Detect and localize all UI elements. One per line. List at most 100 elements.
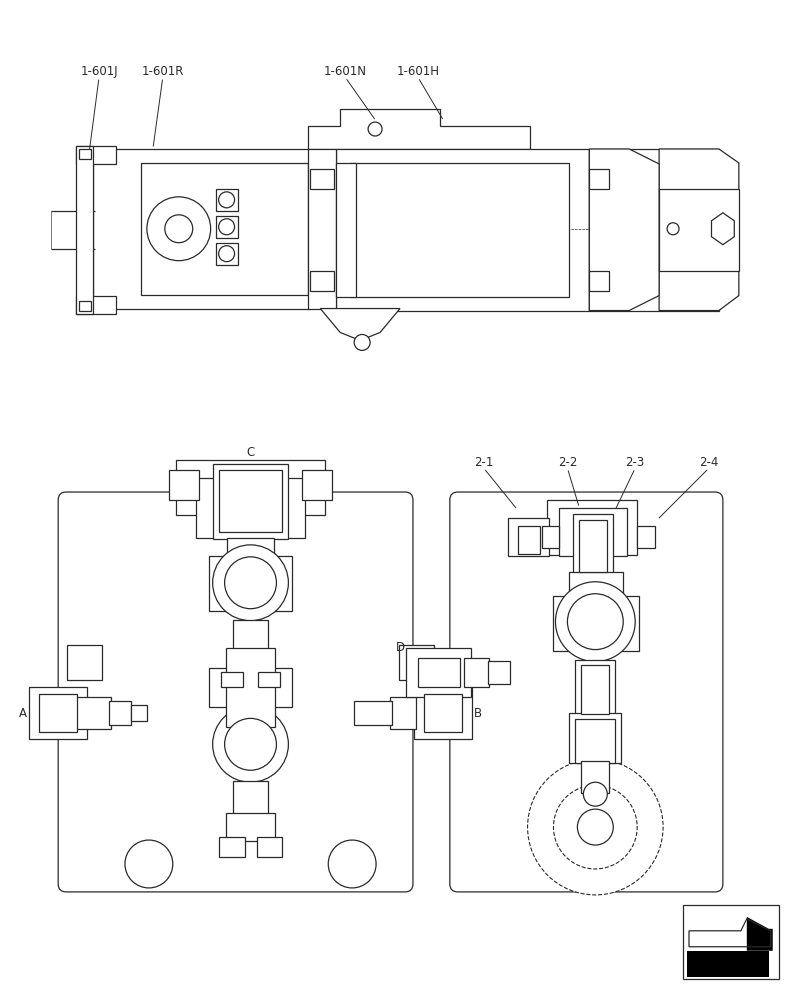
Bar bbox=[226, 813, 275, 841]
Bar bbox=[336, 163, 356, 297]
Circle shape bbox=[577, 809, 613, 845]
Bar bbox=[212, 464, 288, 539]
Bar bbox=[76, 146, 93, 314]
Bar bbox=[336, 149, 589, 311]
Bar bbox=[686, 951, 768, 977]
Bar bbox=[589, 271, 609, 291]
Bar bbox=[569, 572, 622, 597]
Bar bbox=[259, 672, 280, 687]
Bar bbox=[220, 672, 243, 687]
Bar bbox=[29, 687, 87, 739]
Bar bbox=[93, 149, 310, 309]
Polygon shape bbox=[688, 917, 772, 969]
Bar bbox=[310, 271, 334, 291]
Circle shape bbox=[354, 334, 369, 350]
Bar bbox=[354, 701, 392, 725]
Bar bbox=[109, 701, 131, 725]
Bar bbox=[256, 837, 282, 857]
FancyBboxPatch shape bbox=[449, 492, 722, 892]
Bar bbox=[226, 538, 274, 566]
Polygon shape bbox=[711, 213, 733, 245]
Bar bbox=[579, 520, 606, 572]
Bar bbox=[517, 526, 539, 554]
Text: 2-1: 2-1 bbox=[474, 456, 493, 469]
Bar bbox=[232, 781, 268, 816]
Bar bbox=[308, 149, 336, 309]
Circle shape bbox=[218, 192, 234, 208]
Bar bbox=[389, 697, 415, 729]
Bar bbox=[463, 658, 488, 687]
Polygon shape bbox=[746, 917, 772, 951]
FancyBboxPatch shape bbox=[58, 492, 413, 892]
Circle shape bbox=[224, 557, 276, 609]
Circle shape bbox=[218, 219, 234, 235]
Polygon shape bbox=[589, 149, 658, 311]
Circle shape bbox=[165, 215, 193, 243]
Bar bbox=[541, 526, 559, 548]
Bar bbox=[79, 301, 91, 311]
Bar bbox=[218, 470, 282, 532]
Polygon shape bbox=[658, 149, 738, 311]
Bar bbox=[569, 713, 621, 763]
Circle shape bbox=[212, 706, 288, 782]
Bar bbox=[215, 189, 237, 211]
Circle shape bbox=[527, 759, 662, 895]
Bar bbox=[575, 719, 614, 763]
Bar bbox=[215, 243, 237, 265]
Bar bbox=[573, 514, 613, 574]
Circle shape bbox=[147, 197, 210, 261]
Text: 1-601J: 1-601J bbox=[80, 65, 118, 78]
Circle shape bbox=[124, 840, 173, 888]
Bar bbox=[589, 149, 718, 311]
Text: D: D bbox=[395, 641, 404, 654]
Bar bbox=[637, 526, 654, 548]
Circle shape bbox=[218, 246, 234, 262]
Bar bbox=[79, 149, 91, 159]
Bar bbox=[310, 169, 334, 189]
Bar bbox=[414, 687, 471, 739]
Bar bbox=[176, 460, 325, 515]
Circle shape bbox=[328, 840, 376, 888]
Bar bbox=[581, 665, 609, 714]
Bar bbox=[547, 500, 637, 555]
Bar bbox=[141, 163, 308, 295]
Circle shape bbox=[224, 718, 276, 770]
Bar bbox=[423, 694, 461, 732]
Bar bbox=[398, 645, 434, 680]
Bar bbox=[76, 296, 116, 314]
Text: 2-3: 2-3 bbox=[625, 456, 644, 469]
Text: A: A bbox=[19, 707, 27, 720]
Circle shape bbox=[212, 545, 288, 621]
Bar bbox=[406, 648, 471, 697]
Bar bbox=[559, 508, 626, 556]
Text: 1-601N: 1-601N bbox=[324, 65, 366, 78]
Bar bbox=[169, 470, 198, 500]
Text: 2-4: 2-4 bbox=[699, 456, 718, 469]
Bar bbox=[67, 645, 102, 680]
Bar bbox=[209, 668, 292, 707]
Bar bbox=[218, 837, 244, 857]
Bar bbox=[209, 556, 226, 611]
Polygon shape bbox=[320, 309, 400, 340]
Circle shape bbox=[567, 594, 622, 650]
Text: C: C bbox=[246, 446, 255, 459]
Bar bbox=[552, 596, 575, 651]
Circle shape bbox=[666, 223, 679, 235]
Bar bbox=[658, 189, 738, 271]
Text: 1-601R: 1-601R bbox=[141, 65, 184, 78]
Text: 1-601H: 1-601H bbox=[396, 65, 439, 78]
Bar bbox=[274, 556, 292, 611]
Circle shape bbox=[368, 122, 381, 136]
Bar bbox=[487, 661, 509, 684]
Text: B: B bbox=[473, 707, 481, 720]
Circle shape bbox=[583, 782, 606, 806]
Bar bbox=[581, 761, 609, 793]
Bar bbox=[76, 146, 116, 164]
Bar bbox=[589, 169, 609, 189]
Bar bbox=[215, 216, 237, 238]
Bar bbox=[683, 905, 778, 979]
Bar bbox=[39, 694, 77, 732]
Text: 2-2: 2-2 bbox=[557, 456, 577, 469]
Polygon shape bbox=[308, 109, 529, 149]
Bar bbox=[69, 697, 111, 729]
